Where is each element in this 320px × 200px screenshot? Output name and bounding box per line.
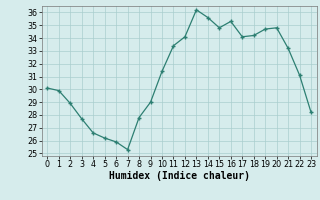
X-axis label: Humidex (Indice chaleur): Humidex (Indice chaleur) bbox=[109, 171, 250, 181]
